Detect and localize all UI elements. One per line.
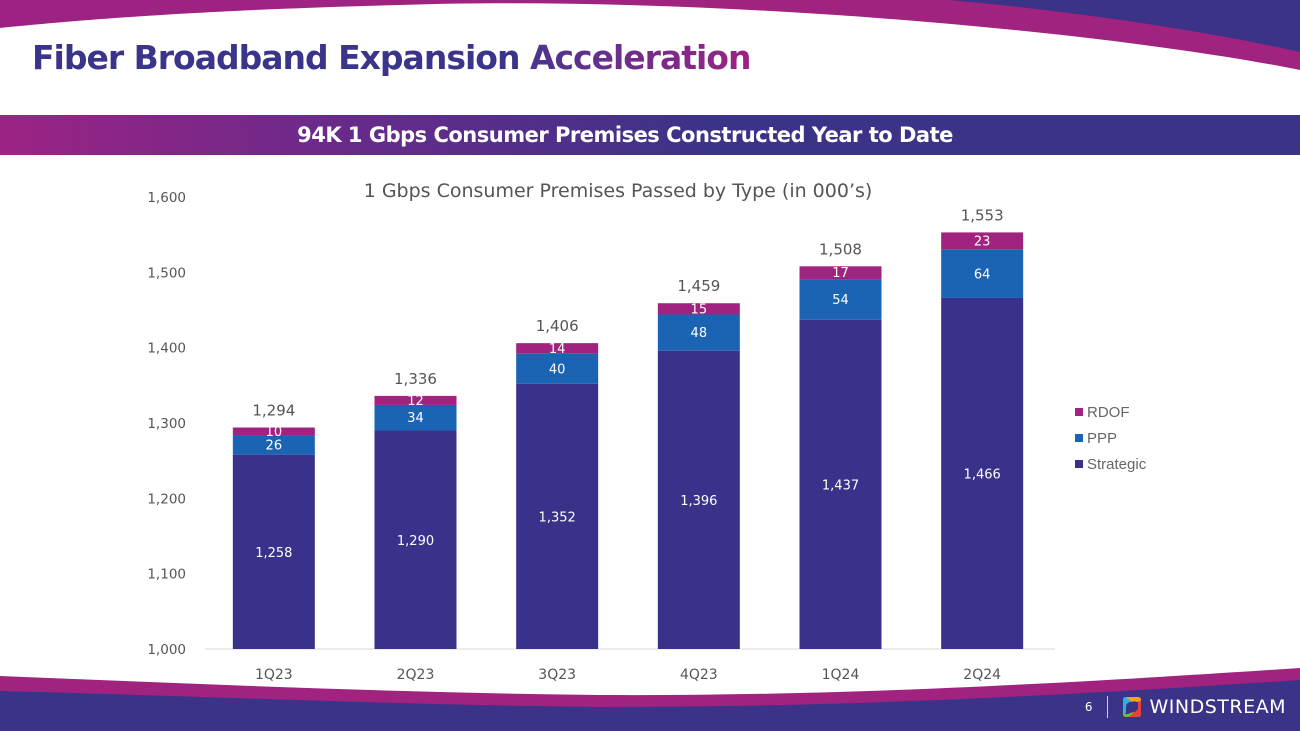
bar-segment-strategic — [657, 350, 740, 649]
x-tick-label: 2Q23 — [397, 667, 435, 683]
data-label-rdof: 15 — [691, 302, 708, 317]
bar-stack: 1,290 34 12 1,336 — [374, 370, 457, 649]
y-axis: 1,000 1,100 1,200 1,300 1,400 1,500 1,600 — [147, 190, 186, 658]
bar-segment-ppp — [374, 404, 457, 431]
bar-segment-ppp — [516, 353, 599, 384]
y-tick-label: 1,200 — [147, 491, 186, 507]
total-label: 1,294 — [252, 402, 295, 420]
bar-stack: 1,396 48 15 1,459 — [657, 277, 740, 649]
brand-wordmark: WINDSTREAM — [1149, 696, 1286, 718]
headline-banner: 94K 1 Gbps Consumer Premises Constructed… — [0, 115, 1300, 155]
y-tick-label: 1,400 — [147, 341, 186, 357]
total-label: 1,459 — [677, 277, 720, 295]
bar-stack: 1,466 64 23 1,553 — [941, 206, 1024, 649]
bar-segment-strategic — [374, 430, 457, 649]
total-label: 1,553 — [961, 206, 1004, 224]
bar-segment-ppp — [941, 249, 1024, 298]
headline-banner-text: 94K 1 Gbps Consumer Premises Constructed… — [297, 123, 953, 147]
data-label-ppp: 54 — [832, 293, 849, 308]
x-tick-label: 1Q24 — [822, 667, 860, 683]
data-label-ppp: 40 — [549, 362, 566, 377]
bar-stack: 1,437 54 17 1,508 — [799, 240, 882, 649]
data-label-strategic: 1,466 — [964, 467, 1001, 482]
data-label-ppp: 48 — [691, 326, 708, 341]
bar-segment-rdof — [941, 232, 1024, 250]
data-label-strategic: 1,352 — [539, 510, 576, 525]
footer-divider — [1106, 696, 1108, 718]
page-number: 6 — [1084, 700, 1093, 714]
data-label-ppp: 64 — [974, 267, 991, 282]
legend-swatch — [1075, 460, 1083, 468]
x-tick-label: 4Q23 — [680, 667, 718, 683]
bar-segment-strategic — [941, 297, 1024, 649]
legend-label: RDOF — [1087, 404, 1130, 421]
legend-item-ppp: PPP — [1075, 430, 1117, 447]
data-label-ppp: 34 — [407, 411, 424, 426]
bar-segment-rdof — [516, 343, 599, 354]
bar-segment-ppp — [657, 314, 740, 351]
stacked-bar-chart: 1 Gbps Consumer Premises Passed by Type … — [147, 180, 1147, 683]
bar-segment-ppp — [799, 279, 882, 320]
bar-segment-strategic — [799, 319, 882, 649]
data-label-strategic: 1,396 — [680, 494, 717, 509]
bar-segment-strategic — [232, 454, 315, 649]
data-label-rdof: 10 — [266, 425, 283, 440]
legend-swatch — [1075, 408, 1083, 416]
bar-stack: 1,352 40 14 1,406 — [516, 317, 599, 649]
data-label-rdof: 14 — [549, 342, 566, 357]
bar-segment-rdof — [232, 427, 315, 436]
x-tick-label: 3Q23 — [538, 667, 576, 683]
bar-segment-rdof — [374, 395, 457, 405]
bar-segment-ppp — [232, 435, 315, 455]
y-tick-label: 1,000 — [147, 642, 186, 658]
data-label-strategic: 1,258 — [255, 546, 292, 561]
bar-segment-rdof — [799, 266, 882, 280]
y-tick-label: 1,500 — [147, 265, 186, 281]
data-label-ppp: 26 — [266, 438, 283, 453]
total-label: 1,336 — [394, 370, 437, 388]
legend-item-rdof: RDOF — [1075, 404, 1130, 421]
data-label-strategic: 1,437 — [822, 478, 859, 493]
legend-label: Strategic — [1087, 456, 1147, 473]
x-tick-label: 2Q24 — [963, 667, 1001, 683]
windstream-logo-icon — [1122, 697, 1141, 717]
x-axis: 1Q23 2Q23 3Q23 4Q23 1Q24 2Q24 — [255, 667, 1001, 683]
slide-title-accent: Acceleration — [529, 38, 752, 77]
total-label: 1,508 — [819, 240, 862, 258]
y-tick-label: 1,100 — [147, 567, 186, 583]
data-label-rdof: 17 — [832, 266, 849, 281]
top-swoosh-navy — [950, 0, 1300, 52]
y-tick-label: 1,300 — [147, 416, 186, 432]
x-tick-label: 1Q23 — [255, 667, 293, 683]
top-swoosh-magenta — [0, 0, 1300, 70]
y-tick-label: 1,600 — [147, 190, 186, 206]
legend: RDOF PPP Strategic — [1075, 404, 1147, 473]
slide-title: Fiber Broadband Expansion Acceleration — [32, 38, 752, 77]
slide-title-main: Fiber Broadband Expansion — [32, 38, 530, 77]
bar-segment-strategic — [516, 383, 599, 649]
data-label-strategic: 1,290 — [397, 534, 434, 549]
total-label: 1,406 — [536, 317, 579, 335]
data-label-rdof: 23 — [974, 235, 991, 250]
chart-title: 1 Gbps Consumer Premises Passed by Type … — [364, 180, 873, 202]
legend-label: PPP — [1087, 430, 1117, 447]
bottom-swoosh-navy — [0, 680, 1300, 731]
data-label-rdof: 12 — [407, 394, 424, 409]
legend-swatch — [1075, 434, 1083, 442]
legend-item-strategic: Strategic — [1075, 456, 1147, 473]
footer: 6 WINDSTREAM — [1085, 695, 1286, 719]
bar-segment-rdof — [657, 303, 740, 315]
